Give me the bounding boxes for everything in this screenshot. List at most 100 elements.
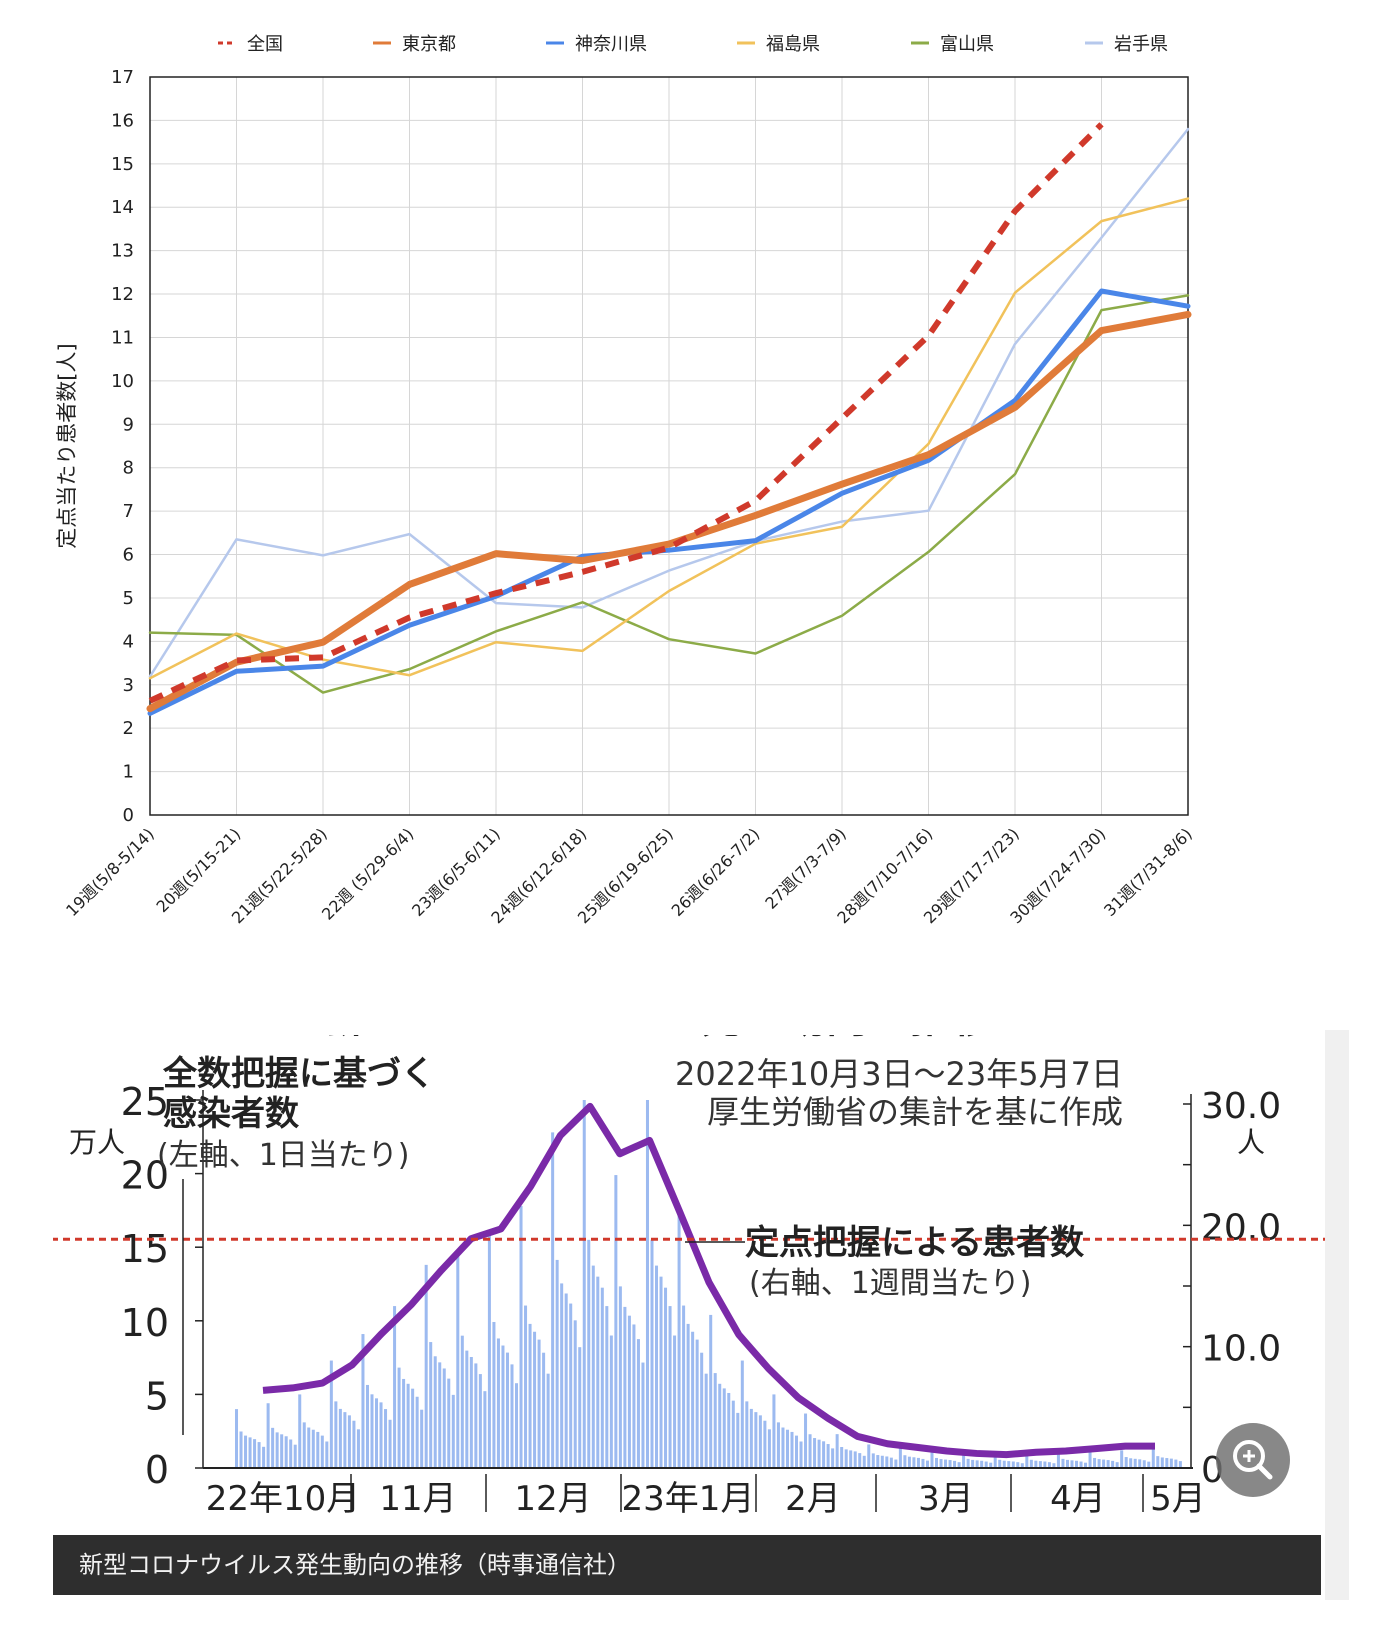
bar (1129, 1458, 1133, 1468)
bar (596, 1276, 600, 1468)
right-tick-label: 20.0 (1201, 1207, 1281, 1248)
y-tick-label: 16 (111, 110, 134, 131)
bar (903, 1455, 907, 1468)
zoom-button[interactable] (1216, 1423, 1290, 1497)
bar (1025, 1454, 1029, 1468)
bar (686, 1323, 690, 1468)
legend-label: 富山県 (940, 34, 994, 55)
bar (944, 1459, 948, 1468)
bar (438, 1362, 442, 1468)
bar (627, 1315, 631, 1468)
bar (271, 1427, 275, 1468)
bar (998, 1459, 1002, 1468)
bar (1120, 1450, 1124, 1468)
month-label: 22年10月 (206, 1479, 361, 1519)
bar (460, 1335, 464, 1468)
y-tick-label: 9 (123, 414, 134, 435)
bar (379, 1402, 383, 1468)
bar (831, 1448, 835, 1468)
bar (356, 1429, 360, 1468)
bar (795, 1435, 799, 1468)
bar (659, 1276, 663, 1468)
bar (1124, 1457, 1128, 1468)
bar (325, 1441, 329, 1468)
y-tick-label: 1 (123, 762, 134, 783)
legend-label: 福島県 (766, 34, 820, 55)
bar (772, 1394, 776, 1468)
left-axis-unit: 万人 (69, 1126, 125, 1159)
bar (677, 1205, 681, 1468)
bar (664, 1287, 668, 1468)
bar (433, 1356, 437, 1468)
bar (885, 1456, 889, 1468)
bar (962, 1453, 966, 1468)
bar (835, 1434, 839, 1468)
y-tick-label: 15 (111, 154, 134, 175)
month-label: 23年1月 (622, 1479, 755, 1519)
bar (510, 1364, 514, 1468)
bar (239, 1431, 243, 1468)
bar (447, 1378, 451, 1468)
bar (953, 1460, 957, 1468)
bar (560, 1283, 564, 1468)
bar (1088, 1451, 1092, 1468)
bar (939, 1459, 943, 1468)
bar (727, 1392, 731, 1468)
bar (420, 1409, 424, 1468)
bar (1138, 1459, 1142, 1468)
bar (1111, 1460, 1115, 1468)
bar (763, 1420, 767, 1468)
bar (876, 1455, 880, 1468)
month-label: 5月 (1150, 1479, 1206, 1519)
bar (429, 1342, 433, 1468)
bar (406, 1383, 410, 1468)
y-tick-label: 8 (123, 458, 134, 479)
x-tick-label: 23週(6/5-6/11) (408, 824, 504, 920)
bar (731, 1400, 735, 1468)
series-line-富山県 (148, 294, 1190, 694)
y-tick-label: 7 (123, 501, 134, 522)
bar (691, 1331, 695, 1468)
bar (618, 1286, 622, 1468)
month-label: 4月 (1050, 1479, 1106, 1519)
bar (898, 1447, 902, 1468)
bar (971, 1459, 975, 1468)
bar (989, 1462, 993, 1468)
bar (853, 1451, 857, 1468)
bar (605, 1306, 609, 1468)
bar (966, 1458, 970, 1468)
bar (1160, 1457, 1164, 1468)
bar (636, 1339, 640, 1468)
bar (505, 1352, 509, 1468)
bar (799, 1441, 803, 1468)
bar (668, 1306, 672, 1468)
legend-label: 神奈川県 (575, 34, 647, 55)
bar (262, 1446, 266, 1468)
x-tick-label: 21週(5/22-5/28) (228, 824, 331, 927)
bar (858, 1453, 862, 1468)
bar (889, 1457, 893, 1468)
y-tick-label: 12 (111, 284, 134, 305)
bar (1178, 1461, 1182, 1468)
bar (993, 1454, 997, 1468)
bar (375, 1398, 379, 1468)
month-label: 11月 (379, 1479, 456, 1519)
legend-label: 岩手県 (1114, 34, 1168, 55)
line-series-sublabel: (右軸、1週間当たり) (749, 1266, 1032, 1301)
y-tick-label: 14 (111, 197, 134, 218)
bar (1052, 1463, 1056, 1468)
y-tick-label: 10 (111, 371, 134, 392)
bar (1174, 1459, 1178, 1468)
bar (542, 1352, 546, 1468)
bar (334, 1401, 338, 1468)
bar (1133, 1458, 1137, 1468)
y-tick-label: 11 (111, 327, 134, 348)
bar (564, 1293, 568, 1468)
bar (767, 1429, 771, 1468)
bar (1065, 1459, 1069, 1468)
bar (925, 1460, 929, 1468)
bar (483, 1391, 487, 1468)
bar (600, 1287, 604, 1468)
bar (347, 1415, 351, 1468)
bar (587, 1239, 591, 1468)
